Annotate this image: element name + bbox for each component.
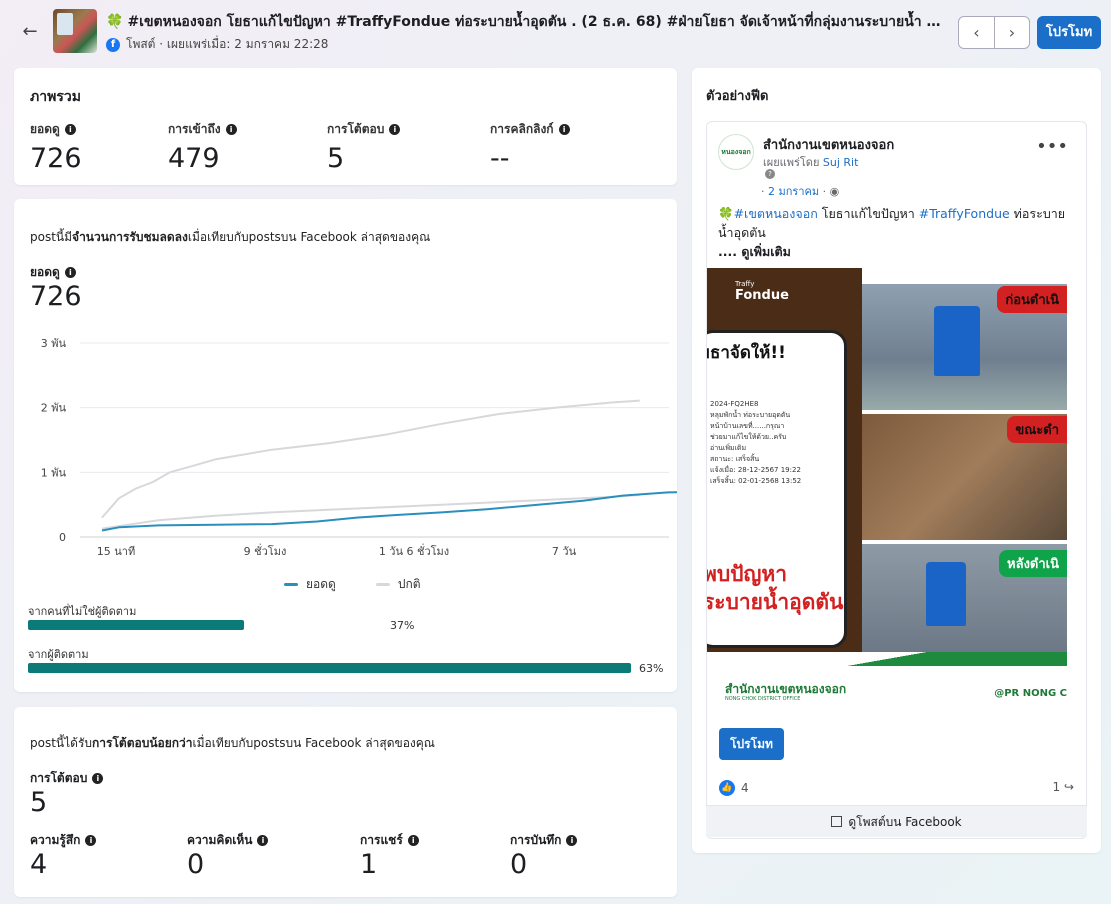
engagement-value: 5 — [30, 787, 48, 818]
info-icon[interactable]: i — [407, 835, 419, 846]
comments-value: 0 — [187, 849, 205, 880]
post-meta-text: โพสต์ · เผยแพร่เมื่อ: 2 มกราคม 22:28 — [126, 37, 329, 51]
saves-value: 0 — [510, 849, 528, 880]
y-tick-label: 3 พัน — [41, 337, 67, 350]
views-comparison: postนี้มีจำนวนการรับชมลดลงเมื่อเทียบกับp… — [30, 230, 431, 244]
metric-views: ยอดดู i 726 — [30, 122, 82, 174]
engagement-card: postนี้ได้รับการโต้ตอบน้อยกว่าเมื่อเทียบ… — [14, 707, 677, 897]
legend-item-normal[interactable]: ปกติ — [375, 575, 421, 594]
x-tick-label: 9 ชั่วโมง — [244, 543, 287, 558]
reactions-summary[interactable]: 👍 4 — [719, 780, 749, 796]
facebook-icon: f — [106, 37, 120, 52]
traffy-fondue-logo: Traffy Fondue — [735, 280, 789, 303]
photo-after: หลังดำเนิ — [862, 544, 1067, 656]
saves-label: การบันทึก i — [510, 831, 578, 850]
shares-summary[interactable]: 1 ↪ — [1052, 780, 1074, 794]
photo-before: ก่อนดำเนิ — [862, 284, 1067, 410]
views-card: postนี้มีจำนวนการรับชมลดลงเมื่อเทียบกับp… — [14, 199, 677, 692]
post-navigation: ‹ › — [958, 16, 1030, 49]
external-link-icon — [831, 816, 843, 827]
pr-handle: @PR NONG C — [994, 688, 1067, 699]
post-image[interactable]: Traffy Fondue ยธาจัดให้!! 2024-FQ2HE8 หลุ… — [707, 268, 1067, 716]
info-icon[interactable]: i — [92, 773, 104, 784]
y-tick-label: 2 พัน — [41, 402, 67, 415]
next-post-button[interactable]: › — [993, 17, 1029, 48]
photo-during: ขณะดำ — [862, 414, 1067, 540]
like-icon: 👍 — [719, 780, 735, 796]
metric-reach: การเข้าถึง i 479 — [168, 120, 237, 174]
follower-bar — [28, 663, 631, 673]
info-icon[interactable]: i — [64, 267, 76, 278]
x-tick-label: 7 วัน — [552, 545, 577, 558]
post-thumbnail — [53, 9, 97, 53]
metric-link-clicks: การคลิกลิงก์ i -- — [490, 120, 570, 174]
promote-button[interactable]: โปรโมท — [1037, 16, 1101, 49]
globe-icon: ◉ — [829, 185, 840, 198]
office-en: NONG CHOK DISTRICT OFFICE — [725, 696, 801, 702]
office-name: สำนักงานเขตหนองจอก — [725, 682, 847, 696]
post-date: · 2 มกราคม · ◉ — [761, 185, 840, 198]
engagement-label: การโต้ตอบ i — [30, 769, 104, 788]
back-arrow-icon[interactable]: ← — [22, 21, 38, 42]
y-tick-label: 1 พัน — [41, 466, 67, 479]
clover-icon: 🍀 — [718, 206, 734, 221]
reactions-label: ความรู้สึก i — [30, 831, 97, 850]
info-icon[interactable]: i — [566, 835, 578, 846]
publisher-link[interactable]: Suj Rit — [822, 156, 859, 169]
top-bar: ← 🍀 #เขตหนองจอก โยธาแก้ไขปัญหา #TraffyFon… — [0, 0, 1111, 64]
non-follower-label: จากคนที่ไม่ใช่ผู้ติดตาม — [28, 605, 137, 618]
info-icon[interactable]: i — [225, 124, 237, 135]
legend-item-views[interactable]: ยอดดู — [284, 575, 336, 594]
info-icon[interactable]: i — [389, 124, 401, 135]
series-line-normal-upper — [101, 399, 640, 519]
series-line-normal — [101, 494, 640, 530]
views-chart: 0 1 พัน 2 พัน 3 พัน 15 นาที 9 ชั่วโมง 1 วัน 6 … — [41, 337, 677, 558]
info-icon[interactable]: i — [558, 124, 570, 135]
help-icon[interactable]: ? — [765, 169, 775, 179]
views-value: 726 — [30, 281, 82, 312]
published-by: เผยแพร่โดย Suj Rit — [763, 156, 859, 169]
view-on-facebook-button[interactable]: ดูโพสต์บน Facebook — [706, 805, 1087, 837]
share-icon: ↪ — [1063, 780, 1074, 794]
shares-value: 1 — [360, 849, 378, 880]
non-follower-percent: 37% — [390, 619, 415, 632]
chart-legend: ยอดดู ปกติ — [284, 575, 421, 594]
reactions-value: 4 — [30, 849, 48, 880]
info-icon[interactable]: i — [257, 835, 269, 846]
follower-percent: 63% — [639, 662, 664, 675]
overview-card: ภาพรวม ยอดดู i 726 การเข้าถึง i 479 การโต้… — [14, 68, 677, 185]
page-name[interactable]: สำนักงานเขตหนองจอก — [763, 138, 895, 153]
info-icon[interactable]: i — [85, 835, 97, 846]
post-meta: f โพสต์ · เผยแพร่เมื่อ: 2 มกราคม 22:28 — [106, 35, 328, 54]
see-more-link[interactable]: .... ดูเพิ่มเติม — [718, 244, 791, 259]
feed-preview-card: ตัวอย่างฟีด หนองจอก สำนักงานเขตหนองจอก เ… — [692, 68, 1101, 853]
overview-title: ภาพรวม — [30, 89, 81, 105]
series-line-views — [101, 491, 677, 532]
metric-interactions: การโต้ตอบ i 5 — [327, 120, 401, 174]
page-avatar[interactable]: หนองจอก — [718, 134, 754, 170]
post-text: 🍀#เขตหนองจอก โยธาแก้ไขปัญหา #TraffyFondu… — [718, 206, 1066, 259]
problem-text: พบปัญหา ระบายน้ำอุดตัน — [707, 562, 844, 614]
x-tick-label: 1 วัน 6 ชั่วโมง — [379, 543, 449, 558]
x-tick-label: 15 นาที — [97, 545, 135, 558]
follower-label: จากผู้ติดตาม — [28, 648, 89, 661]
feed-preview-title: ตัวอย่างฟีด — [706, 89, 769, 104]
clover-icon: 🍀 — [106, 14, 124, 30]
comments-label: ความคิดเห็น i — [187, 831, 269, 850]
non-follower-bar — [28, 620, 396, 630]
y-tick-label: 0 — [59, 531, 66, 544]
info-icon[interactable]: i — [64, 124, 76, 135]
post-title: 🍀 #เขตหนองจอก โยธาแก้ไขปัญหา #TraffyFondu… — [106, 14, 946, 30]
promote-inline-button[interactable]: โปรโมท — [719, 728, 784, 760]
engagement-comparison: postนี้ได้รับการโต้ตอบน้อยกว่าเมื่อเทียบ… — [30, 736, 435, 750]
facebook-post-preview: หนองจอก สำนักงานเขตหนองจอก เผยแพร่โดย Su… — [706, 121, 1087, 839]
views-label: ยอดดู i — [30, 263, 76, 282]
more-options-icon[interactable]: ••• — [1036, 136, 1068, 157]
shares-label: การแชร์ i — [360, 831, 419, 850]
previous-post-button[interactable]: ‹ — [973, 23, 980, 42]
